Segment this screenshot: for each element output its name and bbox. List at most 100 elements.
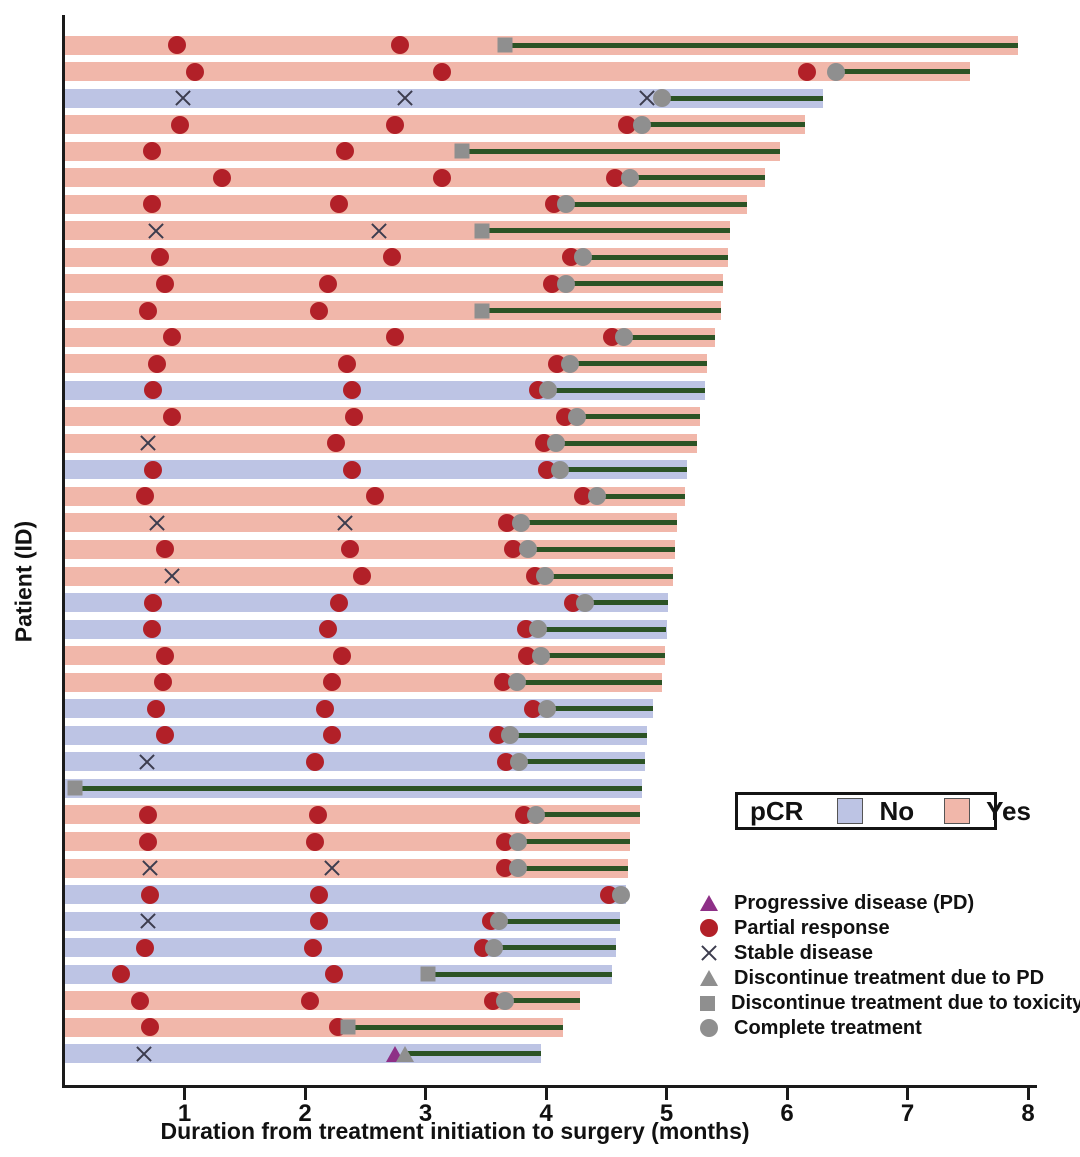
event-ct-marker	[621, 168, 640, 187]
treatment-to-surgery-line	[560, 467, 687, 473]
treatment-to-surgery-line	[661, 95, 824, 101]
event-pr-marker	[142, 142, 161, 161]
treatment-to-surgery-line	[583, 254, 728, 260]
event-sd-marker	[138, 753, 156, 771]
event-ct-marker	[551, 460, 570, 479]
x-axis-tick	[544, 1088, 548, 1100]
event-sd-marker	[135, 1045, 153, 1063]
event-pr-marker	[135, 487, 154, 506]
event-ct-marker	[509, 832, 528, 851]
event-ct-marker	[652, 89, 671, 108]
treatment-to-surgery-line	[461, 148, 780, 154]
marker-legend-item: Discontinue treatment due to PD	[700, 967, 1080, 989]
patient-bar	[65, 832, 631, 851]
event-pr-marker	[316, 699, 335, 718]
event-ct-marker	[568, 407, 587, 426]
x-axis-tick	[1026, 1088, 1030, 1100]
patient-bar	[65, 593, 668, 613]
patient-bar	[65, 858, 628, 878]
marker-legend-label: Discontinue treatment due to toxicity	[731, 991, 1080, 1014]
event-ct-marker	[557, 195, 576, 214]
patient-bar	[65, 991, 580, 1011]
x-axis-tick-label: 7	[900, 1100, 915, 1127]
marker-legend-item: Partial response	[700, 916, 1080, 939]
event-pr-marker	[504, 540, 523, 559]
event-ct-marker	[485, 938, 504, 957]
event-pr-marker	[386, 328, 405, 347]
pcr-yes-label: Yes	[986, 795, 1031, 826]
event-pr-marker	[305, 752, 324, 771]
dpd-legend-icon	[700, 970, 718, 986]
event-ct-marker	[528, 620, 547, 639]
event-sd-marker	[148, 514, 166, 532]
event-pr-marker	[310, 885, 329, 904]
x-axis-tick	[303, 1088, 307, 1100]
event-pr-marker	[342, 381, 361, 400]
tox-legend-icon	[700, 995, 715, 1011]
plot-area	[0, 0, 1080, 1085]
event-pr-marker	[144, 381, 163, 400]
marker-legend-item: Progressive disease (PD)	[700, 892, 1080, 914]
event-ct-marker	[557, 274, 576, 293]
event-pr-marker	[493, 673, 512, 692]
event-pr-marker	[139, 301, 158, 320]
x-axis-title: Duration from treatment initiation to su…	[160, 1118, 750, 1144]
treatment-to-surgery-line	[537, 626, 667, 632]
pd-legend-icon	[700, 895, 718, 911]
event-pr-marker	[517, 646, 536, 665]
event-tox-marker	[474, 223, 490, 239]
event-pr-marker	[144, 460, 163, 479]
event-sd-marker	[147, 222, 165, 240]
event-pr-marker	[140, 885, 159, 904]
patient-bar	[65, 911, 620, 931]
patient-bar	[65, 1044, 542, 1064]
event-sd-marker	[141, 859, 159, 877]
event-pr-marker	[212, 168, 231, 187]
event-pr-marker	[111, 965, 130, 984]
event-pr-marker	[310, 301, 329, 320]
event-pr-marker	[329, 195, 348, 214]
treatment-to-surgery-line	[519, 759, 645, 765]
event-pr-marker	[309, 805, 328, 824]
event-pr-marker	[338, 354, 357, 373]
treatment-to-surgery-line	[547, 706, 654, 712]
ct-legend-icon	[700, 1019, 718, 1037]
event-pr-marker	[433, 62, 452, 81]
event-pr-marker	[322, 726, 341, 745]
x-axis-tick	[424, 1088, 427, 1100]
event-pr-marker	[153, 673, 172, 692]
treatment-to-surgery-line	[570, 361, 708, 367]
event-pr-marker	[617, 115, 636, 134]
event-dpd-marker	[396, 1045, 414, 1062]
event-ct-marker	[508, 673, 527, 692]
treatment-to-surgery-line	[517, 679, 662, 685]
treatment-to-surgery-line	[74, 785, 643, 791]
event-pr-marker	[318, 274, 337, 293]
event-pr-marker	[340, 540, 359, 559]
treatment-to-surgery-line	[518, 865, 628, 871]
event-sd-marker	[323, 859, 341, 877]
treatment-to-surgery-line	[544, 573, 673, 579]
event-tox-marker	[340, 1019, 356, 1035]
event-ct-marker	[827, 62, 846, 81]
event-pr-marker	[147, 354, 166, 373]
x-axis-tick	[785, 1088, 789, 1100]
event-ct-marker	[615, 328, 634, 347]
marker-legend-label: Partial response	[734, 916, 890, 939]
event-pr-marker	[324, 965, 343, 984]
event-tox-marker	[454, 143, 470, 159]
event-sd-marker	[396, 89, 414, 107]
treatment-to-surgery-line	[405, 1051, 542, 1057]
treatment-to-surgery-line	[836, 69, 971, 75]
event-pr-marker	[305, 832, 324, 851]
event-pr-marker	[382, 248, 401, 267]
event-pr-marker	[140, 1018, 159, 1037]
treatment-to-surgery-line	[427, 971, 613, 977]
event-pr-marker	[144, 593, 163, 612]
event-pr-marker	[335, 142, 354, 161]
event-ct-marker	[527, 805, 546, 824]
event-pr-marker	[543, 274, 562, 293]
treatment-to-surgery-line	[577, 414, 701, 420]
event-pr-marker	[310, 912, 329, 931]
